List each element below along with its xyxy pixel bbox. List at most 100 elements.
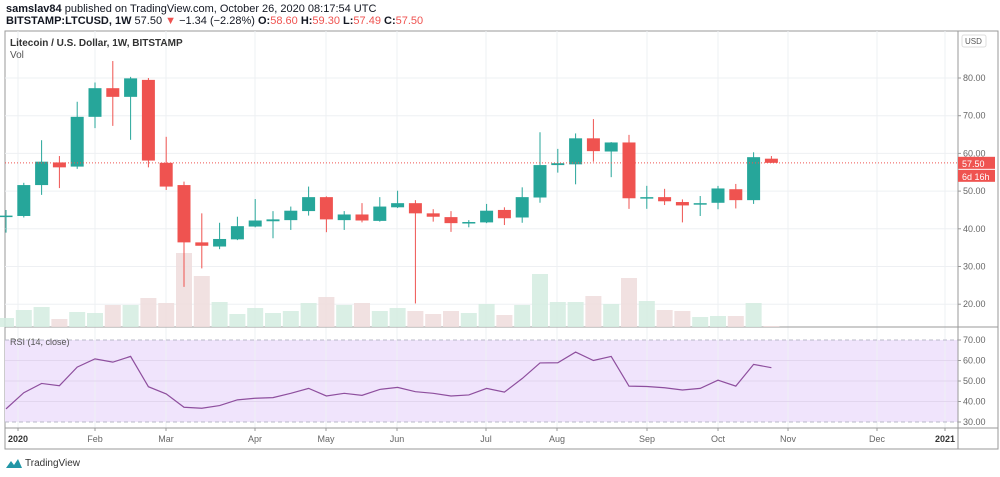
low-value: 57.49 xyxy=(353,15,381,27)
candle xyxy=(604,142,618,178)
candle xyxy=(373,197,387,222)
time-tick-label: Mar xyxy=(158,434,174,444)
currency-badge xyxy=(961,34,987,48)
candle-body xyxy=(391,203,405,208)
open-value: 58.60 xyxy=(270,15,298,27)
candle xyxy=(391,190,405,209)
volume-bar xyxy=(656,310,673,327)
candle-body xyxy=(52,162,66,168)
candle-body xyxy=(284,210,298,221)
high-label: H: xyxy=(300,15,313,27)
tradingview-logo[interactable]: TradingView xyxy=(6,458,80,469)
candle xyxy=(515,187,529,223)
candle xyxy=(551,148,565,173)
price-tick-label: 80.00 xyxy=(963,73,986,83)
rsi-tick-label: 70.00 xyxy=(963,335,986,345)
volume-bar xyxy=(300,303,317,327)
time-tick-label: Dec xyxy=(869,434,886,444)
price-tick-label: 60.00 xyxy=(963,148,986,158)
rsi-tick-label: 30.00 xyxy=(963,417,986,427)
candle-body xyxy=(604,142,618,152)
candle xyxy=(302,186,316,216)
candle xyxy=(35,140,49,195)
rsi-tick-label: 40.00 xyxy=(963,397,986,407)
volume-bar xyxy=(496,315,513,327)
volume-bar xyxy=(638,301,655,327)
volume-bar xyxy=(247,308,264,327)
candle-body xyxy=(337,214,351,221)
candle-body xyxy=(106,88,120,97)
candle-body xyxy=(551,163,565,166)
candle-body xyxy=(426,213,440,217)
brand-name: TradingView xyxy=(25,458,81,469)
time-tick-label: Oct xyxy=(711,434,726,444)
author-name[interactable]: samslav84 xyxy=(6,3,62,15)
countdown-label: 6d 16h xyxy=(962,172,990,182)
candle-body xyxy=(675,202,689,206)
volume-bar xyxy=(282,311,299,327)
candle xyxy=(622,134,636,209)
candle-body xyxy=(159,162,173,187)
candle xyxy=(444,211,458,232)
rsi-tick-label: 50.00 xyxy=(963,376,986,386)
volume-bar xyxy=(69,312,86,327)
candle-body xyxy=(747,157,761,201)
candle xyxy=(195,213,209,269)
volume-bar xyxy=(674,311,691,327)
candle xyxy=(462,220,476,228)
candle-body xyxy=(764,158,778,163)
candle xyxy=(586,119,600,162)
candle-body xyxy=(729,189,743,201)
symbol: BITSTAMP:LTCUSD, 1W xyxy=(6,15,132,27)
countdown-badge xyxy=(958,169,995,182)
candle-body xyxy=(640,197,654,199)
candle-body xyxy=(711,188,725,203)
last-price: 57.50 xyxy=(134,15,163,27)
price-tick-label: 50.00 xyxy=(963,186,986,196)
candle xyxy=(569,133,583,185)
candle xyxy=(693,196,707,216)
candle xyxy=(106,61,120,126)
price-tick-label: 40.00 xyxy=(963,224,986,234)
close-label: C: xyxy=(384,15,396,27)
volume-bar xyxy=(33,307,50,327)
volume-bar xyxy=(158,303,175,327)
candle xyxy=(355,203,369,223)
rsi-line xyxy=(5,351,772,410)
volume-bar xyxy=(87,313,103,327)
volume-bar xyxy=(389,308,406,327)
close-value: 57.50 xyxy=(395,15,424,27)
price-change: −1.34 (−2.28%) xyxy=(179,15,255,27)
candle-body xyxy=(266,219,280,222)
candle xyxy=(213,222,227,250)
candle xyxy=(52,156,66,189)
candle xyxy=(124,76,138,140)
volume-bar xyxy=(354,303,370,327)
open-label: O: xyxy=(257,15,271,27)
candle xyxy=(248,199,262,228)
price-tick-label: 30.00 xyxy=(963,262,986,272)
volume-bar xyxy=(15,310,32,327)
last-price-label: 57.50 xyxy=(962,159,985,169)
volume-bar xyxy=(229,314,246,327)
volume-bar xyxy=(727,316,744,327)
volume-bar xyxy=(514,305,531,327)
published-text: published on TradingView.com, October 26… xyxy=(64,3,377,15)
candle-body xyxy=(195,242,209,246)
price-tick-label: 20.00 xyxy=(963,299,986,309)
volume-bar xyxy=(407,311,424,327)
volume-bar xyxy=(567,302,584,327)
volume-bar xyxy=(745,303,762,327)
volume-bar xyxy=(532,274,548,327)
candle xyxy=(70,101,84,169)
candle xyxy=(729,183,743,209)
volume-bar xyxy=(104,305,121,327)
candle-body xyxy=(586,138,600,152)
candle-body xyxy=(0,215,13,218)
candle-body xyxy=(693,203,707,205)
volume-bar xyxy=(318,297,335,327)
candle xyxy=(764,156,778,163)
candle xyxy=(177,181,191,287)
candle-body xyxy=(497,209,511,219)
